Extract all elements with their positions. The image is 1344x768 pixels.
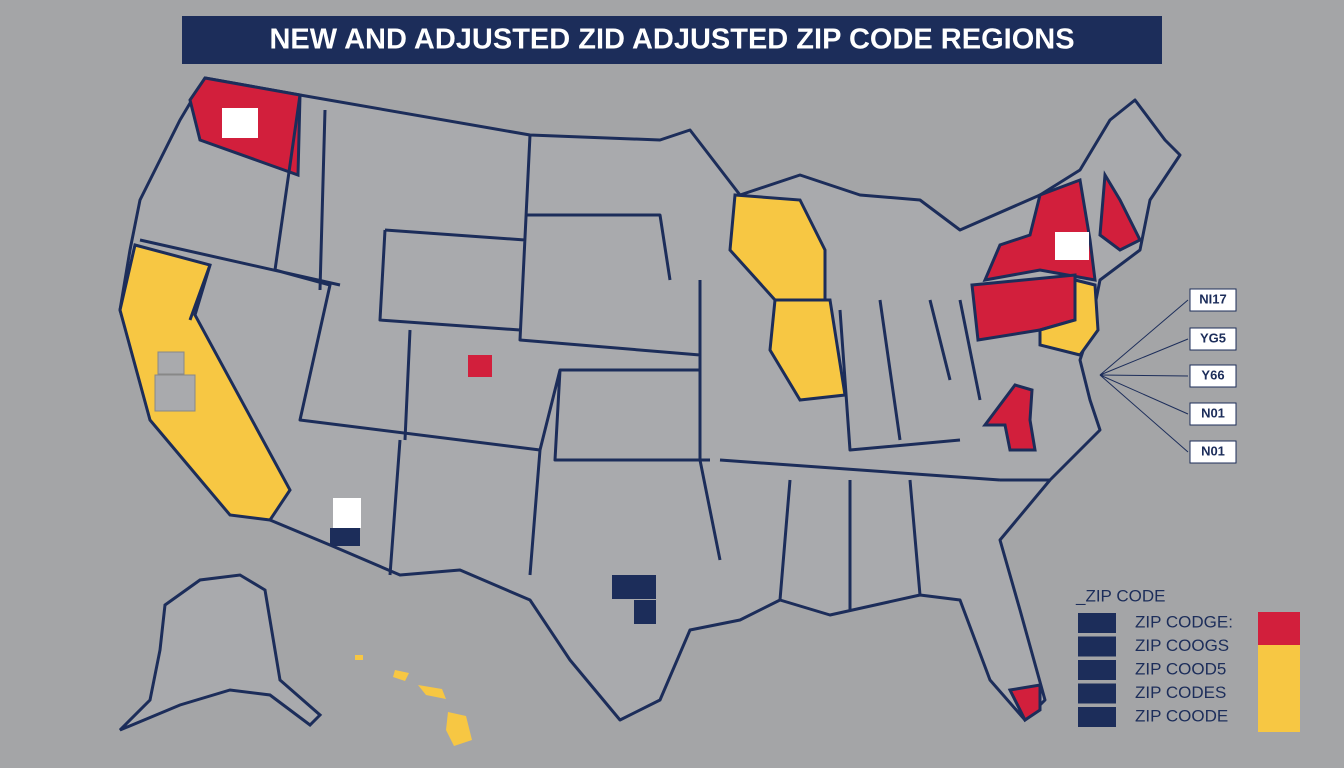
- callout-box: [1189, 288, 1237, 312]
- ny-box: [1055, 232, 1089, 260]
- legend-square: [1078, 707, 1116, 727]
- tx-box: [612, 575, 656, 599]
- legend-square: [1078, 636, 1116, 657]
- state-lines: [139, 94, 1050, 610]
- callout-box: [1189, 327, 1237, 351]
- callouts: NI17 YG5 Y66 N01 N01: [1099, 288, 1237, 464]
- callout-label: NI17: [1199, 291, 1226, 306]
- legend-square: [1078, 613, 1116, 633]
- legend-swatch: [1258, 645, 1300, 732]
- tx-box: [634, 600, 656, 624]
- legend-label: ZIP COOD5: [1135, 659, 1226, 678]
- az-box: [330, 528, 360, 546]
- title: NEW AND ADJUSTED ZID ADJUSTED ZIP CODE R…: [269, 24, 1074, 56]
- il-region: [768, 298, 847, 402]
- legend-square: [1078, 683, 1116, 704]
- legend-title: _ZIP CODE: [1075, 586, 1165, 605]
- callout-line: [1099, 299, 1189, 376]
- legend-swatch: [1258, 612, 1300, 645]
- ca-box: [157, 351, 185, 375]
- callout-line: [1099, 374, 1189, 453]
- callout-box: [1189, 402, 1237, 426]
- callout-line: [1099, 338, 1189, 376]
- co-box: [468, 355, 492, 377]
- callout-box: [1189, 440, 1237, 464]
- az-box: [333, 498, 361, 528]
- legend-label: ZIP COODE: [1135, 706, 1228, 725]
- title-bar: [182, 16, 1162, 64]
- callout-label: N01: [1201, 443, 1225, 458]
- wa-box: [222, 108, 258, 138]
- callout-label: N01: [1201, 405, 1225, 420]
- va-region: [982, 383, 1037, 452]
- legend-label: ZIP CODES: [1135, 683, 1226, 702]
- ca-box: [154, 374, 196, 412]
- ne-region: [1098, 170, 1143, 252]
- callout-label: YG5: [1200, 330, 1226, 345]
- alaska: [118, 573, 323, 732]
- hawaii: [355, 655, 472, 746]
- fl-region: [1007, 683, 1042, 723]
- legend: _ZIP CODE ZIP CODGE: ZIP COOGS ZIP COOD5 ZI…: [1075, 586, 1300, 732]
- callout-line: [1099, 374, 1189, 415]
- callout-line: [1099, 374, 1189, 377]
- legend-label: ZIP COOGS: [1135, 636, 1229, 655]
- map: [118, 76, 1182, 746]
- callout-box: [1189, 364, 1237, 388]
- callout-label: Y66: [1201, 367, 1224, 382]
- legend-label: ZIP CODGE:: [1135, 612, 1233, 631]
- legend-square: [1078, 660, 1116, 680]
- nj-region: [1038, 278, 1100, 357]
